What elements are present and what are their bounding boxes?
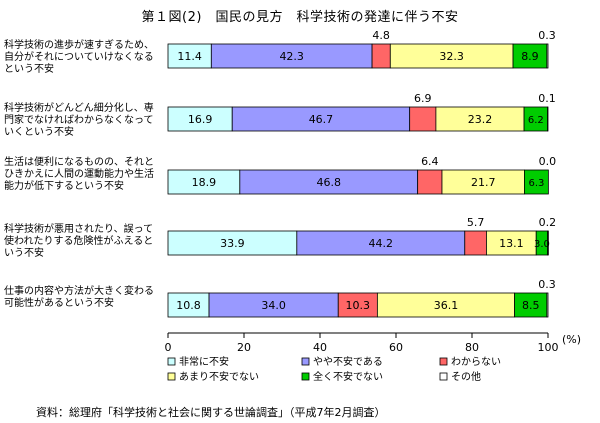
bar-segment-3-1: [167, 169, 241, 195]
x-tick-label-100: 100: [538, 341, 559, 354]
category-label-2: 科学技術がどんどん細分化し、専門家でなければわからなくなっていくという不安: [4, 103, 154, 138]
legend-swatch-1: [167, 357, 176, 366]
data-label-4-3: 5.7: [467, 216, 485, 229]
data-label-5-1: 10.8: [176, 299, 201, 312]
data-label-5-5: 8.5: [522, 299, 540, 312]
data-label-5-3: 10.3: [346, 299, 371, 312]
legend-label-6: その他: [451, 370, 481, 383]
bar-segment-5-5: [514, 292, 548, 318]
x-tick-label-0: 0: [165, 341, 172, 354]
bar-segment-2-2: [231, 106, 411, 132]
data-label-1-6: 0.3: [538, 29, 556, 42]
bar-segment-3-4: [441, 169, 525, 195]
bar-segment-4-6: [547, 230, 549, 256]
bar-segment-1-3: [371, 43, 391, 69]
data-label-1-2: 42.3: [279, 50, 304, 63]
bar-segment-2-1: [167, 106, 233, 132]
source-note: 資料：総理府「科学技術と社会に関する世論調査」（平成7年2月調査）: [36, 406, 386, 419]
bar-segment-4-3: [464, 230, 487, 256]
data-label-4-1: 33.9: [220, 237, 245, 250]
data-label-2-6: 0.1: [538, 92, 556, 105]
legend-label-3: わからない: [451, 356, 501, 368]
data-label-4-2: 44.2: [369, 237, 394, 250]
x-tick-label-60: 60: [389, 341, 403, 354]
data-label-3-6: 0.0: [539, 155, 557, 168]
data-label-5-2: 34.0: [261, 299, 286, 312]
data-label-4-4: 13.1: [499, 237, 524, 250]
data-label-3-1: 18.9: [192, 176, 217, 189]
category-label-5: 仕事の内容や方法が大きく変わる可能性があるという不安: [4, 286, 154, 309]
legend-swatch-6: [439, 372, 448, 381]
data-label-2-5: 6.2: [528, 115, 544, 126]
bar-segment-4-4: [486, 230, 537, 256]
bar-segment-1-2: [210, 43, 373, 69]
data-label-2-2: 46.7: [309, 113, 334, 126]
bar-segment-3-3: [417, 169, 443, 195]
legend-label-4: あまり不安でない: [179, 370, 259, 383]
data-label-1-5: 8.9: [521, 50, 539, 63]
legend-label-2: やや不安である: [313, 355, 383, 368]
x-tick-label-80: 80: [465, 341, 479, 354]
x-tick-label-40: 40: [313, 341, 327, 354]
data-label-3-4: 21.7: [471, 176, 496, 189]
chart-title: 第１図(2) 国民の見方 科学技術の発達に伴う不安: [141, 10, 459, 25]
legend-label-1: 非常に不安: [179, 355, 229, 368]
x-tick-label-20: 20: [237, 341, 251, 354]
data-label-1-4: 32.3: [439, 50, 464, 63]
data-label-2-4: 23.2: [468, 113, 493, 126]
bar-segment-2-3: [409, 106, 437, 132]
bar-segment-3-5: [524, 169, 549, 195]
legend-swatch-2: [301, 357, 310, 366]
category-label-4: 科学技術が悪用されたり、誤って使われたりする危険性がふえるという不安: [4, 224, 154, 259]
category-label-3: 生活は便利になるものの、それとひきかえに人間の運動能力や生活能力が低下するという…: [4, 157, 154, 192]
data-label-5-6: 0.3: [538, 278, 556, 291]
legend-swatch-5: [301, 372, 310, 381]
bar-segment-1-4: [389, 43, 514, 69]
bar-segment-5-2: [208, 292, 339, 318]
bar-segment-1-1: [167, 43, 212, 69]
data-label-2-1: 16.9: [188, 113, 213, 126]
x-axis-unit: (%): [562, 333, 581, 346]
bar-segment-1-6: [546, 43, 549, 69]
data-label-4-5: 3.0: [534, 239, 550, 250]
bar-segment-4-2: [296, 230, 466, 256]
bar-segment-4-1: [167, 230, 298, 256]
bar-segment-2-4: [435, 106, 525, 132]
data-label-3-2: 46.8: [316, 176, 341, 189]
data-label-1-1: 11.4: [177, 50, 202, 63]
data-label-4-6: 0.2: [539, 216, 557, 229]
legend-swatch-4: [167, 372, 176, 381]
legend-label-5: 全く不安でない: [313, 370, 383, 383]
category-label-1: 科学技術の進歩が速すぎるため、自分がそれについていけなくなるという不安: [4, 40, 154, 75]
bar-segment-5-4: [376, 292, 515, 318]
data-label-2-3: 6.9: [414, 92, 432, 105]
legend-swatch-3: [439, 357, 448, 366]
data-label-3-3: 6.4: [421, 155, 439, 168]
bar-segment-5-6: [546, 292, 549, 318]
data-label-1-3: 4.8: [372, 29, 390, 42]
data-label-3-5: 6.3: [528, 178, 544, 189]
data-label-5-4: 36.1: [434, 299, 459, 312]
bar-segment-5-3: [337, 292, 378, 318]
bar-segment-5-1: [167, 292, 210, 318]
